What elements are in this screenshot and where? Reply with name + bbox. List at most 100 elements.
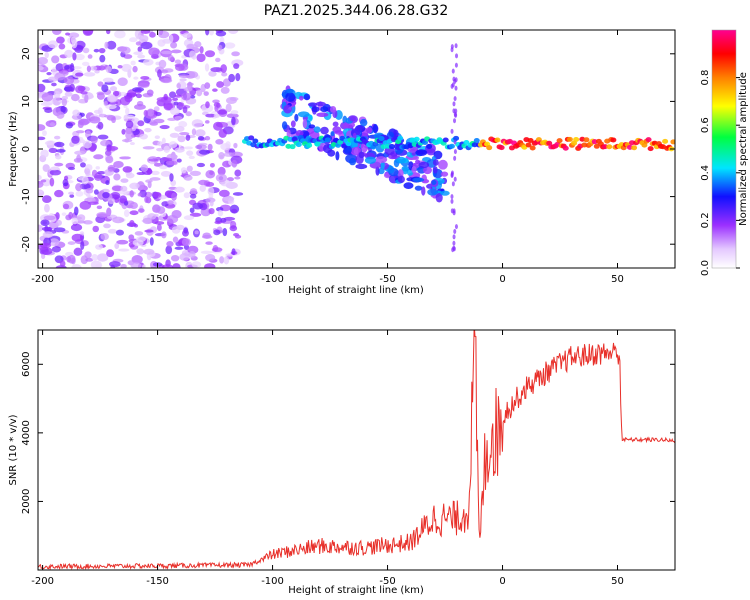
heatmap-cell xyxy=(220,86,230,94)
heatmap-cell xyxy=(204,50,216,58)
heatmap-cell xyxy=(188,155,195,160)
heatmap-cell xyxy=(208,192,214,200)
heatmap-cell xyxy=(213,114,220,118)
heatmap-cell xyxy=(174,246,184,250)
x-tick-label: -150 xyxy=(146,576,169,587)
heatmap-cell xyxy=(70,223,83,232)
heatmap-cell xyxy=(102,77,114,83)
heatmap-cell xyxy=(232,192,244,196)
heatmap-cell xyxy=(44,204,50,213)
heatmap-cell xyxy=(473,138,480,144)
heatmap-cell xyxy=(165,160,178,166)
heatmap-cell xyxy=(194,129,206,137)
heatmap-cell xyxy=(102,191,110,199)
heatmap-cell xyxy=(83,220,93,225)
heatmap-cell xyxy=(209,30,214,36)
heatmap-cell xyxy=(120,178,129,183)
heatmap-cell xyxy=(183,146,193,150)
heatmap-cell xyxy=(47,76,58,82)
heatmap-cell xyxy=(320,126,329,135)
heatmap-cell xyxy=(49,122,55,127)
heatmap-cell xyxy=(98,47,106,54)
heatmap-cell xyxy=(453,228,457,234)
heatmap-cell xyxy=(187,44,198,49)
heatmap-cell xyxy=(40,219,50,227)
heatmap-cell xyxy=(145,179,153,183)
colorbar-tick-label: 0.4 xyxy=(700,165,711,181)
heatmap-cell xyxy=(662,138,669,144)
heatmap-cell xyxy=(68,191,75,195)
heatmap-cell xyxy=(448,143,455,149)
heatmap-cell xyxy=(189,188,198,195)
heatmap-cell xyxy=(529,145,536,151)
heatmap-cell xyxy=(220,217,227,223)
heatmap-cell xyxy=(170,49,182,54)
heatmap-cell xyxy=(314,141,321,147)
heatmap-cell xyxy=(119,156,131,160)
heatmap-cell xyxy=(59,260,66,268)
heatmap-cell xyxy=(219,256,225,264)
heatmap-cell xyxy=(365,126,373,134)
heatmap-cell xyxy=(291,136,298,142)
heatmap-cell xyxy=(129,190,134,198)
heatmap-cell xyxy=(96,205,103,210)
heatmap-cell xyxy=(44,107,53,113)
heatmap-cell xyxy=(62,203,70,210)
heatmap-cell xyxy=(231,159,238,168)
heatmap-cell xyxy=(494,137,501,143)
heatmap-cell xyxy=(146,108,155,117)
heatmap-cell xyxy=(201,103,214,113)
heatmap-cell xyxy=(139,133,148,140)
heatmap-cell xyxy=(202,232,212,239)
heatmap-cell xyxy=(109,261,121,268)
heatmap-cell xyxy=(84,168,91,177)
heatmap-cell xyxy=(132,87,145,92)
heatmap-cell xyxy=(143,109,149,117)
heatmap-cell xyxy=(137,54,146,59)
heatmap-cell xyxy=(52,96,62,106)
heatmap-cell xyxy=(450,198,454,204)
heatmap-cell xyxy=(463,139,470,145)
snr-ylabel: SNR (10 * v/v) xyxy=(8,414,19,485)
heatmap-cell xyxy=(387,165,395,174)
heatmap-cell xyxy=(440,171,449,177)
y-tick-label: 6000 xyxy=(21,352,32,377)
heatmap-cell xyxy=(453,118,457,124)
heatmap-cell xyxy=(169,34,174,43)
heatmap-cell xyxy=(140,30,151,34)
heatmap-cell xyxy=(46,72,52,76)
heatmap-cell xyxy=(106,145,119,151)
heatmap-cell xyxy=(316,112,329,117)
heatmap-cell xyxy=(75,190,84,197)
heatmap-cell xyxy=(64,49,74,58)
heatmap-cell xyxy=(148,158,159,162)
y-tick-label: 20 xyxy=(21,47,32,60)
heatmap-cell xyxy=(205,30,210,36)
heatmap-cell xyxy=(191,261,202,268)
heatmap-cell xyxy=(137,120,145,127)
heatmap-cell xyxy=(74,53,85,61)
heatmap-cell xyxy=(226,113,239,119)
heatmap-cell xyxy=(205,241,213,245)
heatmap-cell xyxy=(174,126,185,132)
heatmap-cell xyxy=(402,167,408,175)
heatmap-cell xyxy=(645,137,652,143)
heatmap-cell xyxy=(223,256,230,265)
heatmap-cell xyxy=(308,114,313,121)
heatmap-cell xyxy=(213,229,221,236)
heatmap-cell xyxy=(231,51,240,57)
heatmap-cell xyxy=(105,104,117,110)
y-tick-label: 4000 xyxy=(21,420,32,445)
heatmap-cell xyxy=(39,242,52,248)
heatmap-cell xyxy=(252,138,259,144)
heatmap-cell xyxy=(349,116,356,122)
heatmap-cell xyxy=(205,101,210,109)
heatmap-cell xyxy=(158,59,167,69)
heatmap-cell xyxy=(299,95,304,101)
heatmap-cell xyxy=(95,244,103,250)
heatmap-cell xyxy=(225,103,232,113)
snr-background xyxy=(38,330,675,570)
heatmap-cell xyxy=(159,125,170,130)
heatmap-cell xyxy=(67,254,76,264)
heatmap-cell xyxy=(169,173,174,182)
